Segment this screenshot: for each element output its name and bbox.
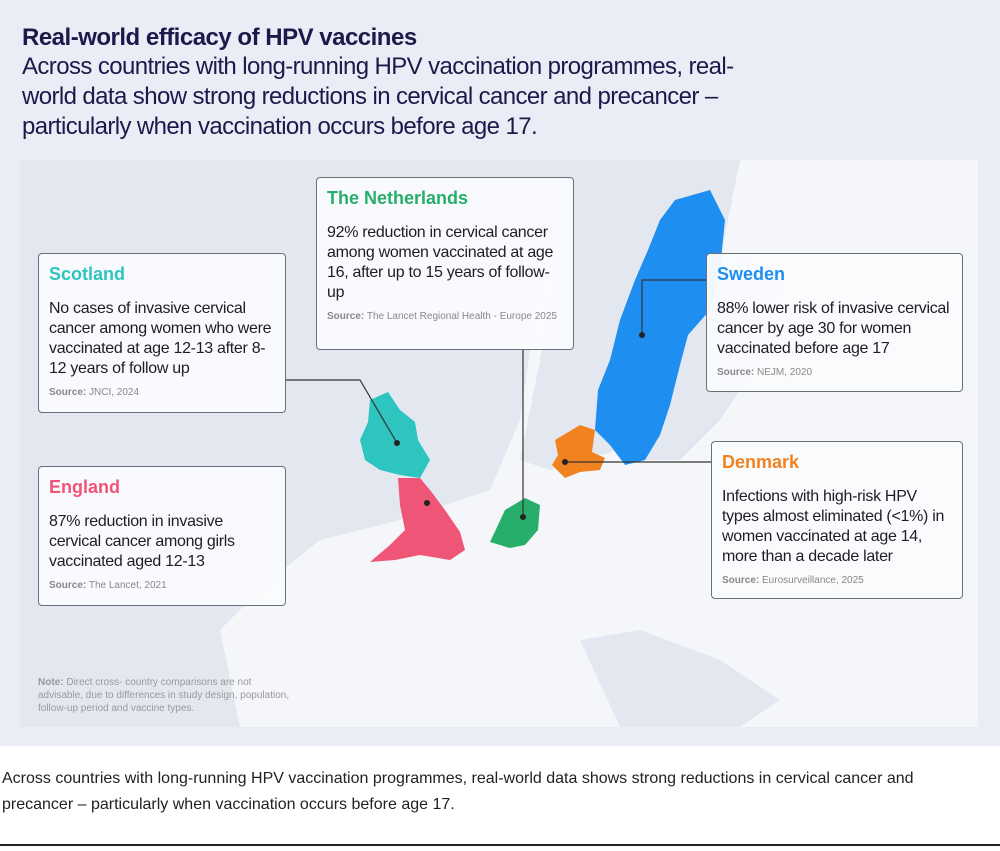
source-label: Source:	[49, 580, 87, 591]
sweden-dot	[639, 332, 645, 338]
sweden-shape	[595, 190, 725, 465]
source-label: Source:	[722, 575, 760, 586]
source-value: The Lancet, 2021	[88, 580, 167, 591]
figure-caption: Across countries with long-running HPV v…	[2, 770, 914, 813]
card-title: Scotland	[49, 264, 126, 284]
england-dot	[424, 500, 430, 506]
card-source: Source: NEJM, 2020	[717, 367, 952, 378]
card-text: 87% reduction in invasive cervical cance…	[49, 513, 235, 570]
mediterranean-sea	[580, 630, 780, 727]
europe-map: The Netherlands 92% reduction in cervica…	[20, 160, 978, 727]
sweden-card: Sweden 88% lower risk of invasive cervic…	[706, 253, 963, 392]
denmark-card: Denmark Infections with high-risk HPV ty…	[711, 441, 963, 599]
source-value: JNCI, 2024	[89, 387, 140, 398]
card-title: Sweden	[717, 264, 786, 284]
sweden-connector	[641, 279, 706, 335]
note-label: Note:	[38, 677, 64, 688]
infographic-subtitle: Across countries with long-running HPV v…	[22, 53, 734, 140]
card-source: Source: Eurosurveillance, 2025	[722, 575, 952, 586]
infographic-title: Real-world efficacy of HPV vaccines	[22, 24, 417, 51]
england-shape	[370, 478, 465, 562]
source-value: Eurosurveillance, 2025	[762, 575, 864, 586]
card-source: Source: The Lancet Regional Health - Eur…	[327, 311, 563, 322]
source-value: NEJM, 2020	[757, 367, 813, 378]
netherlands-card: The Netherlands 92% reduction in cervica…	[316, 177, 574, 350]
source-label: Source:	[49, 387, 87, 398]
card-text: No cases of invasive cervical cancer amo…	[49, 300, 272, 377]
scotland-card: Scotland No cases of invasive cervical c…	[38, 253, 286, 413]
netherlands-shape	[490, 498, 540, 548]
source-label: Source:	[717, 367, 755, 378]
scotland-connector	[286, 379, 398, 444]
location-dots	[394, 332, 645, 520]
divider	[0, 844, 1000, 846]
source-label: Source:	[327, 311, 365, 322]
card-text: Infections with high-risk HPV types almo…	[722, 488, 945, 565]
scotland-dot	[394, 440, 400, 446]
card-title: Denmark	[722, 452, 800, 472]
card-source: Source: JNCI, 2024	[49, 387, 275, 398]
card-title: The Netherlands	[327, 188, 469, 208]
infographic-panel: Real-world efficacy of HPV vaccines Acro…	[0, 0, 1000, 746]
netherlands-dot	[520, 514, 526, 520]
comparison-note: Note: Direct cross- country comparisons …	[38, 676, 298, 715]
denmark-dot	[562, 459, 568, 465]
card-source: Source: The Lancet, 2021	[49, 580, 275, 591]
note-text: Direct cross- country comparisons are no…	[38, 677, 290, 714]
card-title: England	[49, 477, 120, 497]
scotland-shape	[360, 392, 430, 478]
source-value: The Lancet Regional Health - Europe 2025	[366, 311, 557, 322]
england-card: England 87% reduction in invasive cervic…	[38, 466, 286, 606]
connector-lines	[286, 279, 711, 517]
card-text: 88% lower risk of invasive cervical canc…	[717, 300, 950, 357]
card-text: 92% reduction in cervical cancer among w…	[327, 224, 554, 301]
